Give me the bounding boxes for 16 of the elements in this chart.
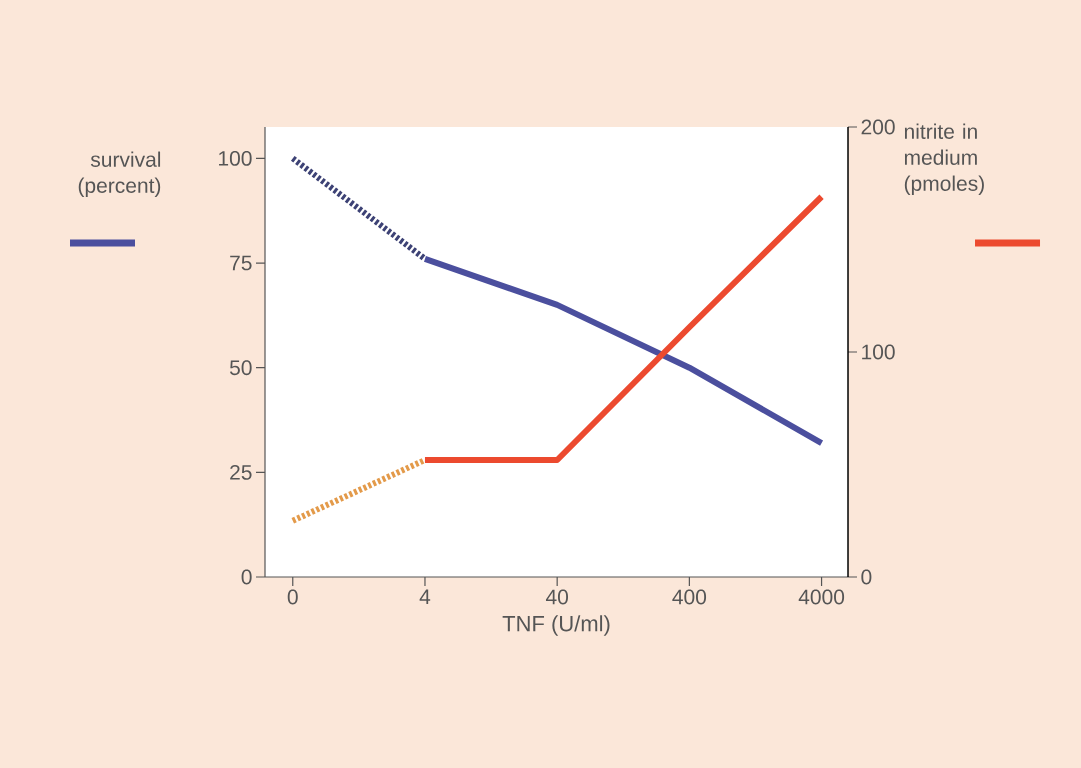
x-axis-title: TNF (U/ml) (502, 615, 610, 636)
y2-tick-label: 200 (861, 119, 895, 135)
y-tick-label: 25 (230, 464, 252, 480)
x-tick-label: 4000 (798, 589, 845, 605)
y2-tick-label: 0 (861, 569, 872, 585)
y-tick-label: 100 (219, 150, 252, 166)
y-tick-label: 50 (229, 360, 252, 376)
x-tick-label: 4 (419, 589, 431, 604)
y2-tick-label: 100 (862, 344, 895, 360)
y-tick-label: 75 (230, 255, 252, 271)
x-tick-label: 0 (287, 589, 298, 605)
x-tick-label: 40 (545, 589, 569, 605)
y-axis-title: survival (percent) (78, 151, 161, 198)
y-tick-label: 0 (241, 569, 252, 585)
x-tick-label: 400 (672, 589, 707, 605)
y2-axis-title: nitrite in medium (pmoles) (904, 123, 984, 196)
